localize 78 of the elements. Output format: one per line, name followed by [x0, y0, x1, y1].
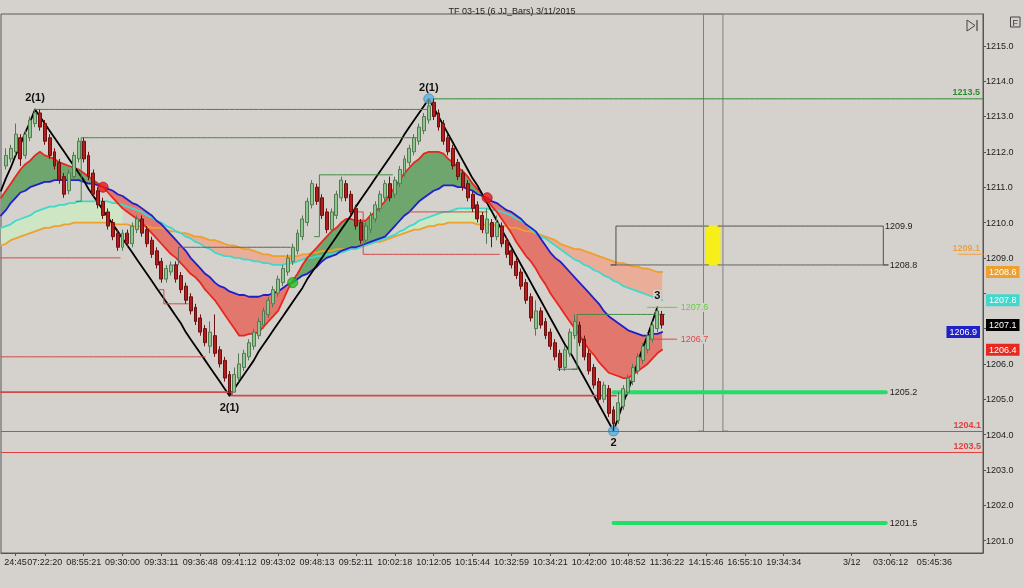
data-label: 1206.7	[680, 334, 709, 345]
ref-line-label: 1204.1	[953, 419, 981, 430]
y-tick-label: 1203.0	[986, 464, 1014, 475]
chart-title: TF 03-15 (6 JJ_Bars) 3/11/2015	[448, 5, 576, 16]
candlestick	[534, 299, 538, 337]
y-tick-label: 1206.0	[986, 358, 1014, 369]
point	[97, 181, 109, 193]
x-tick-label: 19:34:34	[766, 556, 802, 567]
y-tick-label: 1214.0	[986, 76, 1014, 87]
candlestick	[208, 321, 212, 354]
annotation: 1207.1	[989, 320, 1017, 331]
candlestick	[18, 133, 22, 167]
x-tick-label: 10:12:05	[416, 556, 452, 567]
x-tick-label: 08:55:21	[66, 556, 102, 567]
line-series	[0, 221, 664, 273]
x-tick-label: 3/12	[842, 556, 861, 567]
x-tick-label: 05:45:36	[916, 556, 952, 567]
candlestick	[660, 310, 664, 330]
data-label: 1213.5	[952, 87, 980, 98]
line-series	[0, 150, 664, 379]
y-tick-label: 1215.0	[986, 40, 1014, 51]
x-tick-label: 09:43:02	[260, 556, 296, 567]
candlestick	[125, 229, 129, 248]
annotation: 2(1)	[219, 400, 240, 413]
line-series	[0, 179, 664, 337]
candlestick	[490, 218, 494, 248]
candlestick	[485, 207, 489, 245]
x-tick-label: 09:33:11	[144, 556, 179, 567]
x-tick-label: 10:02:18	[377, 556, 413, 567]
annotation: 2(1)	[419, 80, 439, 93]
point	[481, 192, 493, 204]
x-tick-label: 16:55:10	[727, 556, 763, 567]
x-tick-label: 10:32:59	[493, 556, 529, 567]
data-label: 1209.9	[884, 221, 913, 232]
x-tick-label: 24:45	[4, 556, 27, 567]
y-tick-label: 1211.0	[986, 182, 1013, 193]
x-tick-label: 11:36:22	[649, 556, 685, 567]
ref-line-label: 1203.5	[953, 440, 981, 451]
x-tick-label: 10:34:21	[532, 556, 568, 567]
annotation: 1206.4	[989, 344, 1017, 355]
point	[287, 277, 299, 289]
candlestick	[495, 214, 499, 241]
y-tick-label: 1202.0	[986, 500, 1014, 511]
x-tick-label: 09:41:12	[221, 556, 257, 567]
annotation: 1208.6	[989, 267, 1017, 278]
x-tick-label: 09:48:13	[299, 556, 335, 567]
x-tick-label: 09:30:00	[105, 556, 141, 567]
x-tick-label: 09:36:48	[182, 556, 218, 567]
line-series	[0, 200, 664, 302]
annotation: 2	[610, 436, 617, 449]
annotation: 1206.9	[949, 327, 977, 338]
data-label: 1209.1	[952, 242, 980, 253]
x-tick-label: 07:22:20	[27, 556, 63, 567]
x-tick-label: 10:48:52	[610, 556, 646, 567]
y-tick-label: 1209.0	[986, 252, 1014, 263]
candlestick	[388, 176, 392, 202]
data-label: 1205.2	[889, 387, 918, 398]
candlestick	[602, 381, 606, 404]
x-tick-label: 14:15:46	[688, 556, 724, 567]
annotation: 2(1)	[25, 91, 46, 104]
y-tick-label: 1212.0	[986, 146, 1014, 157]
data-label: 1207.6	[680, 302, 709, 313]
y-tick-label: 1201.0	[986, 535, 1014, 546]
x-tick-label: 03:06:12	[873, 556, 909, 567]
candlestick	[121, 229, 124, 252]
annotation: 1207.8	[989, 295, 1017, 306]
data-label: 1208.8	[889, 259, 918, 270]
text: F	[1012, 17, 1019, 28]
y-tick-label: 1210.0	[986, 217, 1014, 228]
point	[423, 93, 435, 105]
y-tick-label: 1205.0	[986, 394, 1014, 405]
x-tick-label: 09:52:11	[338, 556, 374, 567]
x-tick-label: 10:42:00	[571, 556, 607, 567]
data-label: 1201.5	[889, 517, 918, 528]
y-tick-label: 1213.0	[986, 111, 1014, 122]
annotation: 3	[654, 289, 661, 302]
x-tick-label: 10:15:44	[455, 556, 491, 567]
y-tick-label: 1204.0	[986, 429, 1014, 440]
